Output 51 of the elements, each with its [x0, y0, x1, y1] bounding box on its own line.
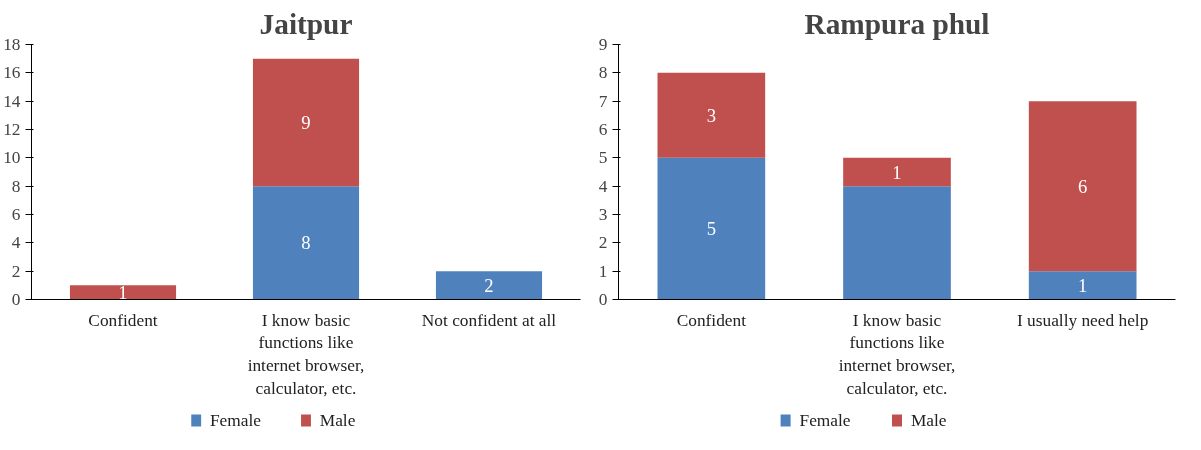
y-tick-label: 5: [598, 148, 608, 168]
bar: [657, 72, 766, 158]
chart-title: Rampura phul: [804, 7, 990, 40]
y-tick-label: 1: [598, 261, 608, 281]
y-tick-label: 4: [11, 233, 21, 253]
x-tick-label: Confident: [88, 310, 158, 330]
data-label: 2: [484, 274, 494, 296]
y-tick-label: 8: [11, 176, 21, 196]
y-tick-label: 7: [598, 91, 608, 111]
bar: [1028, 101, 1137, 272]
bar: [435, 271, 543, 300]
y-tick-label: 14: [3, 91, 21, 111]
data-label: 8: [301, 232, 311, 254]
y-tick-label: 18: [3, 35, 21, 54]
bar: [1028, 271, 1137, 300]
x-tick-label: I usually need help: [1016, 310, 1149, 330]
legend-label: Female: [209, 411, 262, 430]
x-tick-label: I know basic functions like internet browser, calculator, etc.: [838, 310, 956, 398]
legend-label: Male: [910, 411, 947, 430]
chart-title: Jaitpur: [259, 7, 353, 40]
bar: [843, 157, 951, 187]
y-tick-label: 4: [598, 176, 608, 196]
y-tick-label: 2: [598, 233, 608, 253]
data-label: 6: [1078, 175, 1088, 197]
data-label: 1: [118, 281, 128, 303]
y-tick-label: 0: [598, 290, 608, 309]
y-tick-label: 10: [3, 148, 21, 168]
bar: [252, 58, 360, 187]
bar: [657, 157, 766, 300]
legend-label: Male: [319, 411, 356, 430]
x-tick-label: I know basic functions like internet browser, calculator, etc.: [247, 310, 365, 398]
bar: [69, 285, 177, 300]
data-label: 1: [1078, 274, 1088, 296]
y-tick-label: 6: [598, 120, 608, 139]
y-tick-label: 3: [598, 205, 608, 224]
y-tick-label: 12: [3, 120, 21, 139]
y-tick-label: 2: [11, 261, 21, 281]
y-tick-label: 9: [598, 35, 608, 54]
x-tick-label: Not confident at all: [421, 310, 557, 330]
data-label: 9: [301, 111, 311, 133]
legend-label: Female: [799, 411, 851, 430]
y-tick-label: 6: [11, 205, 21, 224]
y-tick-label: 0: [11, 290, 21, 309]
bar: [252, 186, 360, 300]
data-label: 5: [706, 218, 716, 240]
y-tick-label: 16: [3, 63, 21, 83]
x-tick-label: Confident: [676, 310, 747, 330]
y-tick-label: 8: [598, 63, 608, 83]
data-label: 3: [706, 104, 716, 126]
bar: [843, 186, 951, 300]
data-label: 1: [892, 161, 902, 183]
